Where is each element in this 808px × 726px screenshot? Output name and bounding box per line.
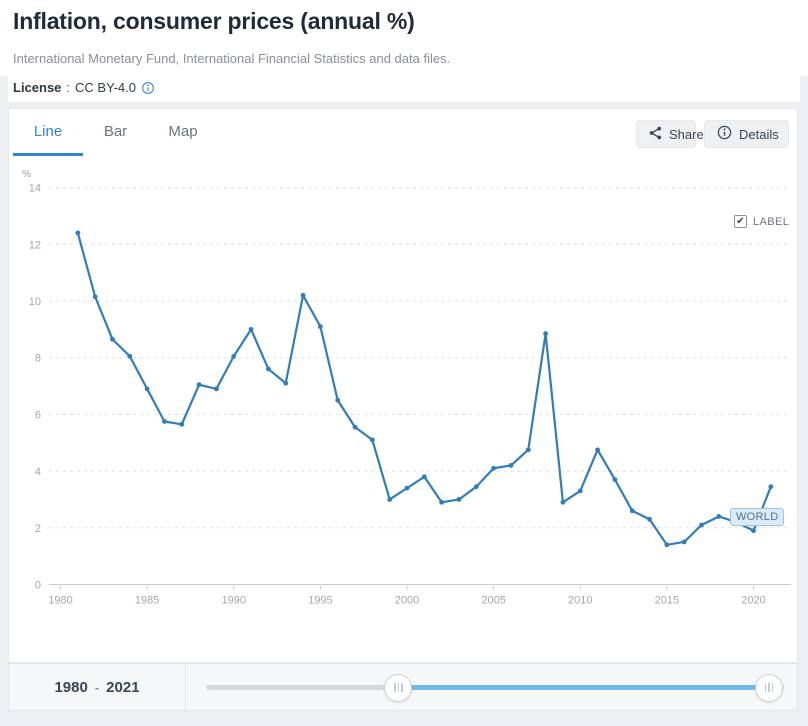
info-icon [717,125,732,143]
share-icon [649,126,662,143]
data-point [647,516,652,522]
data-point [768,484,774,490]
data-point [577,488,583,494]
data-point [404,485,410,491]
data-point [335,397,341,403]
data-point [751,528,756,534]
chart-card: Line Bar Map Share [8,108,798,663]
range-start: 1980 [54,678,88,696]
y-tick-label: 2 [35,523,41,535]
share-button[interactable]: Share [636,120,704,148]
x-tick-label: 1985 [135,595,159,607]
data-point [595,447,600,453]
data-point [179,421,185,427]
license-label: License [13,80,62,95]
series-label-world: WORLD [730,508,785,526]
tab-line[interactable]: Line [13,109,83,156]
license-separator: : [66,80,71,95]
share-button-label: Share [669,126,704,142]
x-tick-label: 2015 [655,595,679,607]
x-tick-label: 2000 [395,595,419,607]
y-tick-label: 8 [35,353,41,365]
license-section: License : CC BY-4.0 [8,76,800,102]
data-point [196,382,202,388]
data-point [664,542,670,548]
data-point [266,366,271,372]
tab-bar[interactable]: Bar [103,123,128,140]
data-point [144,386,150,392]
source-text: International Monetary Fund, Internation… [13,51,451,66]
label-toggle: ✔ LABEL [734,215,789,228]
data-point [473,484,479,490]
x-tick-label: 2010 [568,595,592,607]
series-line-world [76,231,772,546]
x-tick-label: 1980 [48,595,72,607]
slider-track[interactable] [206,673,784,702]
data-point [508,463,514,468]
y-axis-unit-label: % [22,169,31,180]
data-point [283,380,289,386]
data-point [231,353,237,359]
range-slider [187,664,797,710]
line-chart[interactable]: 0 2 4 6 8 10 12 14% 1980 1985 1990 1995 2000 2005 2010… [9,164,797,664]
data-point [214,386,219,392]
y-tick-label: 12 [29,239,41,251]
chart-area[interactable]: 0 2 4 6 8 10 12 14% 1980 1985 1990 1995 2000 2005 2010… [9,156,797,662]
y-tick-label: 10 [29,296,41,308]
data-point [699,522,704,528]
x-tick-label: 1990 [222,595,246,607]
data-point [92,294,98,300]
data-point [317,324,323,329]
range-label: 1980 - 2021 [9,664,186,710]
license-info-icon[interactable] [141,81,155,95]
chart-type-tabs: Line Bar Map Share [9,109,797,156]
data-point [421,474,427,480]
details-button-label: Details [739,126,779,142]
data-point [75,230,81,236]
time-range-bar: 1980 - 2021 [8,663,798,711]
data-point [387,497,393,502]
x-tick-label: 2020 [741,595,765,607]
label-checkbox[interactable]: ✔ [734,215,747,228]
y-tick-label: 6 [35,409,41,421]
data-point [162,419,167,424]
details-button[interactable]: Details [704,120,789,148]
data-point [369,437,375,443]
data-point [612,477,618,483]
y-tick-label: 14 [29,183,41,195]
tab-map[interactable]: Map [168,123,198,140]
data-point [127,353,133,359]
data-point [491,465,497,471]
label-checkbox-text: LABEL [753,215,790,228]
data-point [716,514,722,519]
header: Inflation, consumer prices (annual %) In… [0,0,808,76]
range-separator: - [94,679,100,695]
slider-left-thumb[interactable] [384,673,413,702]
data-point [439,499,445,505]
x-tick-label: 2005 [481,595,505,607]
license-value: CC BY-4.0 [75,80,136,95]
data-point [456,497,462,502]
data-point [543,331,548,337]
y-tick-label: 4 [35,466,41,478]
data-point [629,508,635,514]
data-point [560,499,566,505]
data-point [352,424,358,430]
slider-right-thumb[interactable] [754,673,783,702]
range-end: 2021 [106,678,140,696]
y-tick-label: 0 [35,580,41,592]
x-tick-label: 1995 [308,595,332,607]
page-title: Inflation, consumer prices (annual %) [13,8,415,34]
data-point [525,447,531,453]
slider-selected-range [398,685,769,690]
data-point [300,292,306,298]
data-point [110,336,115,342]
data-point [248,326,254,332]
data-point [681,539,687,545]
